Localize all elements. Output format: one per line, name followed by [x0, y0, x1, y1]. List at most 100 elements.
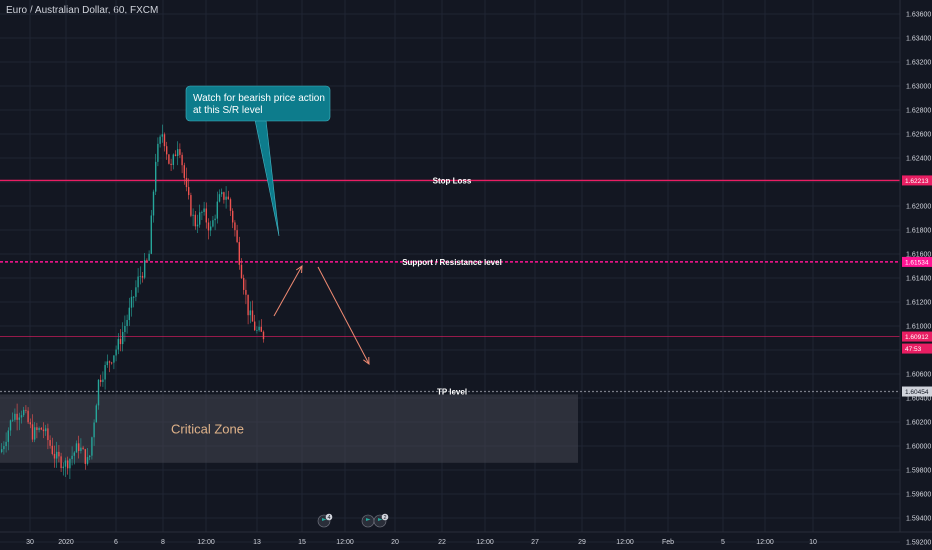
candle-body — [16, 413, 18, 420]
candle-body — [249, 310, 251, 316]
candle-body — [245, 289, 247, 295]
candle-body — [183, 165, 185, 178]
time-tick-label: 10 — [809, 539, 817, 546]
candle-body — [49, 440, 51, 446]
candle-body — [196, 224, 199, 227]
flag-icon: 2 — [373, 513, 389, 528]
candle-body — [104, 365, 106, 380]
candle-body — [20, 415, 23, 418]
candle-body — [247, 294, 249, 316]
candle-body — [256, 330, 258, 332]
candle-body — [240, 264, 243, 278]
candle-body — [115, 349, 117, 356]
candle-body — [207, 222, 210, 231]
candle-body — [71, 455, 73, 460]
price-tick-label: 1.59800 — [906, 468, 931, 475]
callout[interactable]: Watch for bearish price action at this S… — [185, 85, 331, 237]
price-tick-label: 1.60000 — [906, 444, 931, 451]
candle-body — [14, 413, 16, 420]
candle-body — [229, 199, 232, 211]
callout-pointer — [254, 119, 280, 237]
callout-box — [185, 85, 331, 122]
candle-body — [221, 192, 223, 195]
tp-label: TP level — [437, 388, 467, 397]
time-tick-label: 13 — [253, 539, 261, 546]
candle-body — [25, 409, 27, 411]
candle-body — [64, 460, 67, 467]
candle-body — [170, 163, 172, 166]
candle-body — [236, 230, 238, 243]
arrow-down-head — [363, 356, 370, 366]
critical-zone[interactable] — [0, 394, 578, 463]
flag-icon — [361, 514, 375, 528]
candle-body — [78, 443, 80, 451]
arrow-up-head — [295, 264, 303, 274]
time-axis[interactable]: 30 2020 6 8 12:00 13 15 12:00 20 22 12:00 27 29 12:00… — [26, 539, 817, 546]
candle-body — [34, 427, 36, 440]
candle-body — [29, 422, 31, 425]
price-axis[interactable]: 1.63600 1.63400 1.63200 1.63000 1.62800 1.626… — [906, 12, 931, 547]
candle-body — [141, 275, 144, 278]
candle-body — [113, 355, 115, 363]
candle-body — [251, 310, 254, 322]
candle-body — [45, 428, 47, 432]
price-tick-label: 1.62800 — [906, 108, 931, 115]
candle-body — [36, 427, 38, 430]
time-tick-label: 2020 — [58, 539, 74, 546]
candle-body — [122, 332, 124, 345]
candle-body — [56, 451, 58, 459]
price-tick-label: 1.62400 — [906, 156, 931, 163]
candle-body — [3, 446, 5, 450]
event-badge-count: 4 — [327, 515, 330, 521]
candle-body — [194, 214, 196, 227]
candle-body — [137, 276, 139, 288]
price-tick-label: 1.60200 — [906, 420, 931, 427]
price-tick-label: 1.63200 — [906, 60, 931, 67]
candle-body — [42, 429, 45, 432]
candle-body — [67, 460, 69, 469]
time-tick-label: 15 — [298, 539, 306, 546]
candle-body — [111, 362, 113, 364]
candle-body — [5, 441, 7, 447]
projection-arrows[interactable] — [273, 264, 370, 366]
candle-body — [205, 208, 207, 223]
candle-body — [80, 447, 82, 451]
candle-body — [185, 177, 188, 188]
candle-body — [216, 201, 218, 219]
candle-body — [234, 222, 236, 231]
event-marker-circle — [361, 514, 375, 528]
candle-body — [227, 196, 229, 200]
event-marker-flag — [378, 518, 383, 524]
sr-price: 1.61534 — [905, 259, 929, 266]
bar-countdown: 47:53 — [905, 346, 922, 353]
price-tick-label: 1.61400 — [906, 276, 931, 283]
candle-body — [262, 331, 265, 340]
candle-body — [148, 253, 150, 261]
candle-body — [163, 134, 166, 147]
candle-body — [161, 134, 163, 137]
candle-body — [155, 161, 157, 192]
candle-body — [190, 195, 192, 216]
candle-body — [119, 338, 122, 345]
current-price-tag: 1.60912 47:53 — [902, 331, 932, 354]
price-tick-label: 1.61600 — [906, 252, 931, 259]
candle-body — [203, 208, 205, 212]
callout-text-line1: Watch for bearish price action — [193, 93, 325, 104]
time-tick-label: 30 — [26, 539, 34, 546]
candle-body — [31, 424, 34, 440]
time-tick-label: 12:00 — [476, 539, 494, 546]
event-badge-circle — [381, 513, 389, 521]
candle-body — [91, 437, 93, 456]
candle-body — [18, 417, 20, 420]
candle-body — [232, 210, 234, 223]
candle-body — [146, 260, 148, 261]
candle-body — [75, 443, 78, 453]
stop-loss-price-tag: 1.62213 — [902, 175, 932, 186]
candle-body — [238, 242, 240, 265]
event-marker-flag — [366, 518, 371, 524]
candle-body — [130, 296, 133, 308]
candle-body — [258, 326, 260, 331]
price-tick-label: 1.63000 — [906, 84, 931, 91]
